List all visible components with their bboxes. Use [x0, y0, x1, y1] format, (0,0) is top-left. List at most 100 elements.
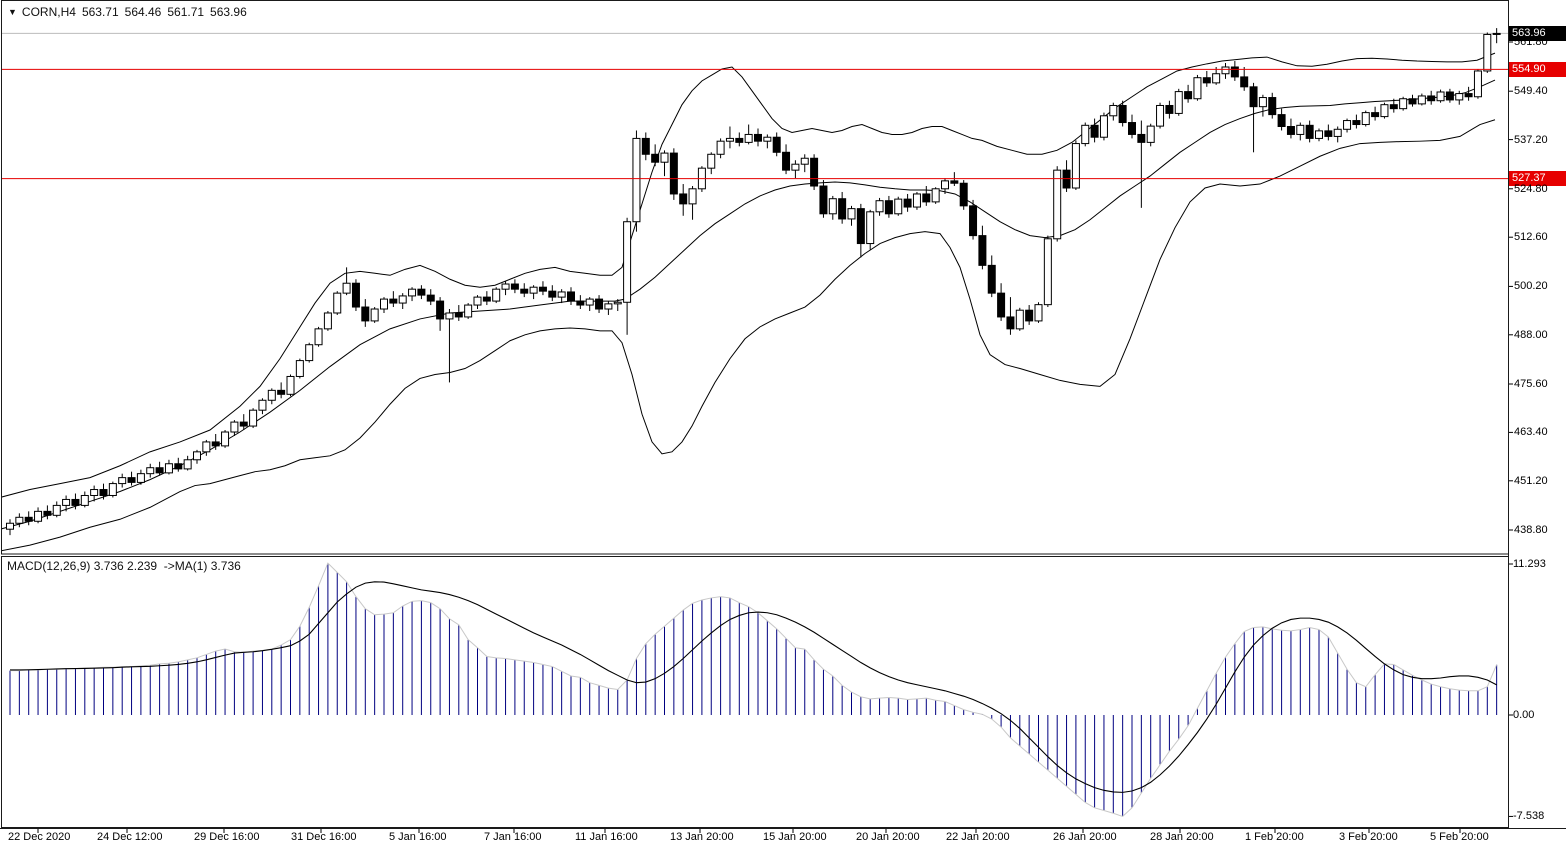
macd-axis-min-label: -7.538	[1513, 810, 1545, 823]
candle-bull	[1455, 93, 1464, 101]
candle-bull	[1146, 125, 1155, 143]
macd-panel-graphics[interactable]	[9, 562, 1498, 817]
candle-bear	[641, 137, 650, 155]
main-chart-panel-border[interactable]	[1, 0, 1509, 555]
price-panel-graphics[interactable]	[0, 28, 1508, 552]
candle-bear	[1389, 104, 1398, 110]
candle-bear	[520, 288, 529, 294]
time-axis-label: 31 Dec 16:00	[291, 831, 357, 843]
time-axis-label: 20 Jan 20:00	[856, 831, 920, 843]
candle-bear	[1286, 126, 1295, 135]
candle-bear	[782, 151, 791, 171]
price-axis-label: 537.20	[1514, 133, 1548, 146]
candle-bear	[1445, 91, 1454, 101]
candle-bull	[15, 516, 24, 524]
hline-price-badge-1[interactable]: 554.90	[1509, 61, 1566, 77]
candle-bear	[71, 498, 80, 506]
macd-panel-border[interactable]	[1, 556, 1509, 828]
candle-bull	[763, 136, 772, 142]
candle-bear	[884, 200, 893, 215]
candle-bear	[1249, 86, 1258, 108]
candle-bear	[1118, 104, 1127, 124]
candle-bear	[1427, 95, 1436, 102]
candle-bear	[277, 389, 286, 395]
candle-bear	[1268, 97, 1277, 116]
candle-bull	[286, 375, 295, 395]
candle-bear	[361, 306, 370, 322]
candle-bear	[838, 198, 847, 220]
candle-bull	[398, 295, 407, 304]
symbol-ohlc-label: ▼ CORN,H4 563.71 564.46 561.71 563.96	[8, 5, 247, 19]
candle-bull	[585, 298, 594, 306]
candle-bull	[314, 328, 323, 346]
time-axis-label: 26 Jan 20:00	[1053, 831, 1117, 843]
candle-bear	[997, 292, 1006, 318]
candle-bear	[1371, 112, 1380, 118]
time-axis-label: 29 Dec 16:00	[194, 831, 260, 843]
candle-bull	[791, 163, 800, 171]
candle-bear	[772, 136, 781, 153]
time-axis-label: 1 Feb 20:00	[1245, 831, 1304, 843]
time-axis-label: 5 Jan 16:00	[389, 831, 447, 843]
candle-bull	[1417, 95, 1426, 105]
candle-bear	[211, 441, 220, 447]
candle-bull	[688, 188, 697, 205]
candle-bull	[118, 477, 127, 485]
hline-price-badge-2[interactable]: 527.37	[1509, 171, 1566, 187]
candle-bull	[1380, 104, 1389, 118]
candle-bear	[99, 489, 108, 496]
price-axis-label: 475.60	[1514, 377, 1548, 390]
candle-bear	[669, 152, 678, 195]
candle-bear	[548, 290, 557, 298]
macd-axis-zero-label: 0.00	[1513, 709, 1535, 721]
candle-bull	[604, 303, 613, 310]
time-axis-label: 13 Jan 20:00	[670, 831, 734, 843]
candle-bull	[613, 301, 622, 305]
candle-bear	[595, 298, 604, 310]
candle-bear	[987, 264, 996, 294]
candle-bull	[333, 292, 342, 314]
chevron-down-icon[interactable]: ▼	[8, 7, 17, 17]
candle-bull	[632, 137, 641, 223]
price-axis-label: 549.40	[1514, 85, 1548, 98]
macd-main-line	[10, 562, 1498, 817]
symbol-name: CORN,H4	[21, 5, 76, 19]
time-axis-label: 5 Feb 20:00	[1430, 831, 1489, 843]
candle-bull	[1399, 98, 1408, 110]
candle-bear	[155, 467, 164, 474]
candle-bull	[1109, 104, 1118, 117]
candle-bull	[828, 198, 837, 215]
candle-bull	[183, 459, 192, 470]
candle-bear	[417, 288, 426, 296]
candle-bull	[875, 200, 884, 213]
candle-bull	[941, 180, 949, 190]
candle-bear	[454, 312, 463, 318]
candle-bear	[1202, 77, 1211, 84]
candle-bull	[912, 193, 921, 208]
time-axis-label: 11 Jan 16:00	[575, 831, 638, 843]
candle-bull	[1436, 91, 1445, 102]
candle-bear	[538, 286, 547, 292]
candle-bull	[931, 188, 940, 203]
time-axis-label: 28 Jan 20:00	[1150, 831, 1214, 843]
candle-bear	[651, 153, 660, 163]
candle-bear	[426, 294, 435, 302]
candle-bull	[847, 208, 856, 220]
price-axis-label: 438.80	[1514, 524, 1548, 536]
candle-bull	[342, 282, 351, 294]
candle-bull	[221, 431, 230, 447]
candle-bull	[1053, 169, 1062, 240]
candle-bear	[239, 421, 248, 427]
candle-bull	[1071, 143, 1080, 189]
candle-bear	[969, 205, 978, 237]
time-axis-label: 22 Dec 2020	[8, 831, 71, 843]
candle-bull	[725, 137, 734, 142]
candle-bull	[1174, 91, 1183, 114]
candle-bull	[1099, 115, 1108, 138]
candle-bull	[1193, 77, 1202, 100]
candle-bear	[1240, 76, 1249, 88]
macd-indicator-label: MACD(12,26,9) 3.736 2.239 ->MA(1) 3.736	[7, 559, 241, 573]
candle-bull	[90, 489, 99, 496]
candle-bear	[1025, 309, 1034, 322]
candle-bull	[501, 283, 510, 290]
